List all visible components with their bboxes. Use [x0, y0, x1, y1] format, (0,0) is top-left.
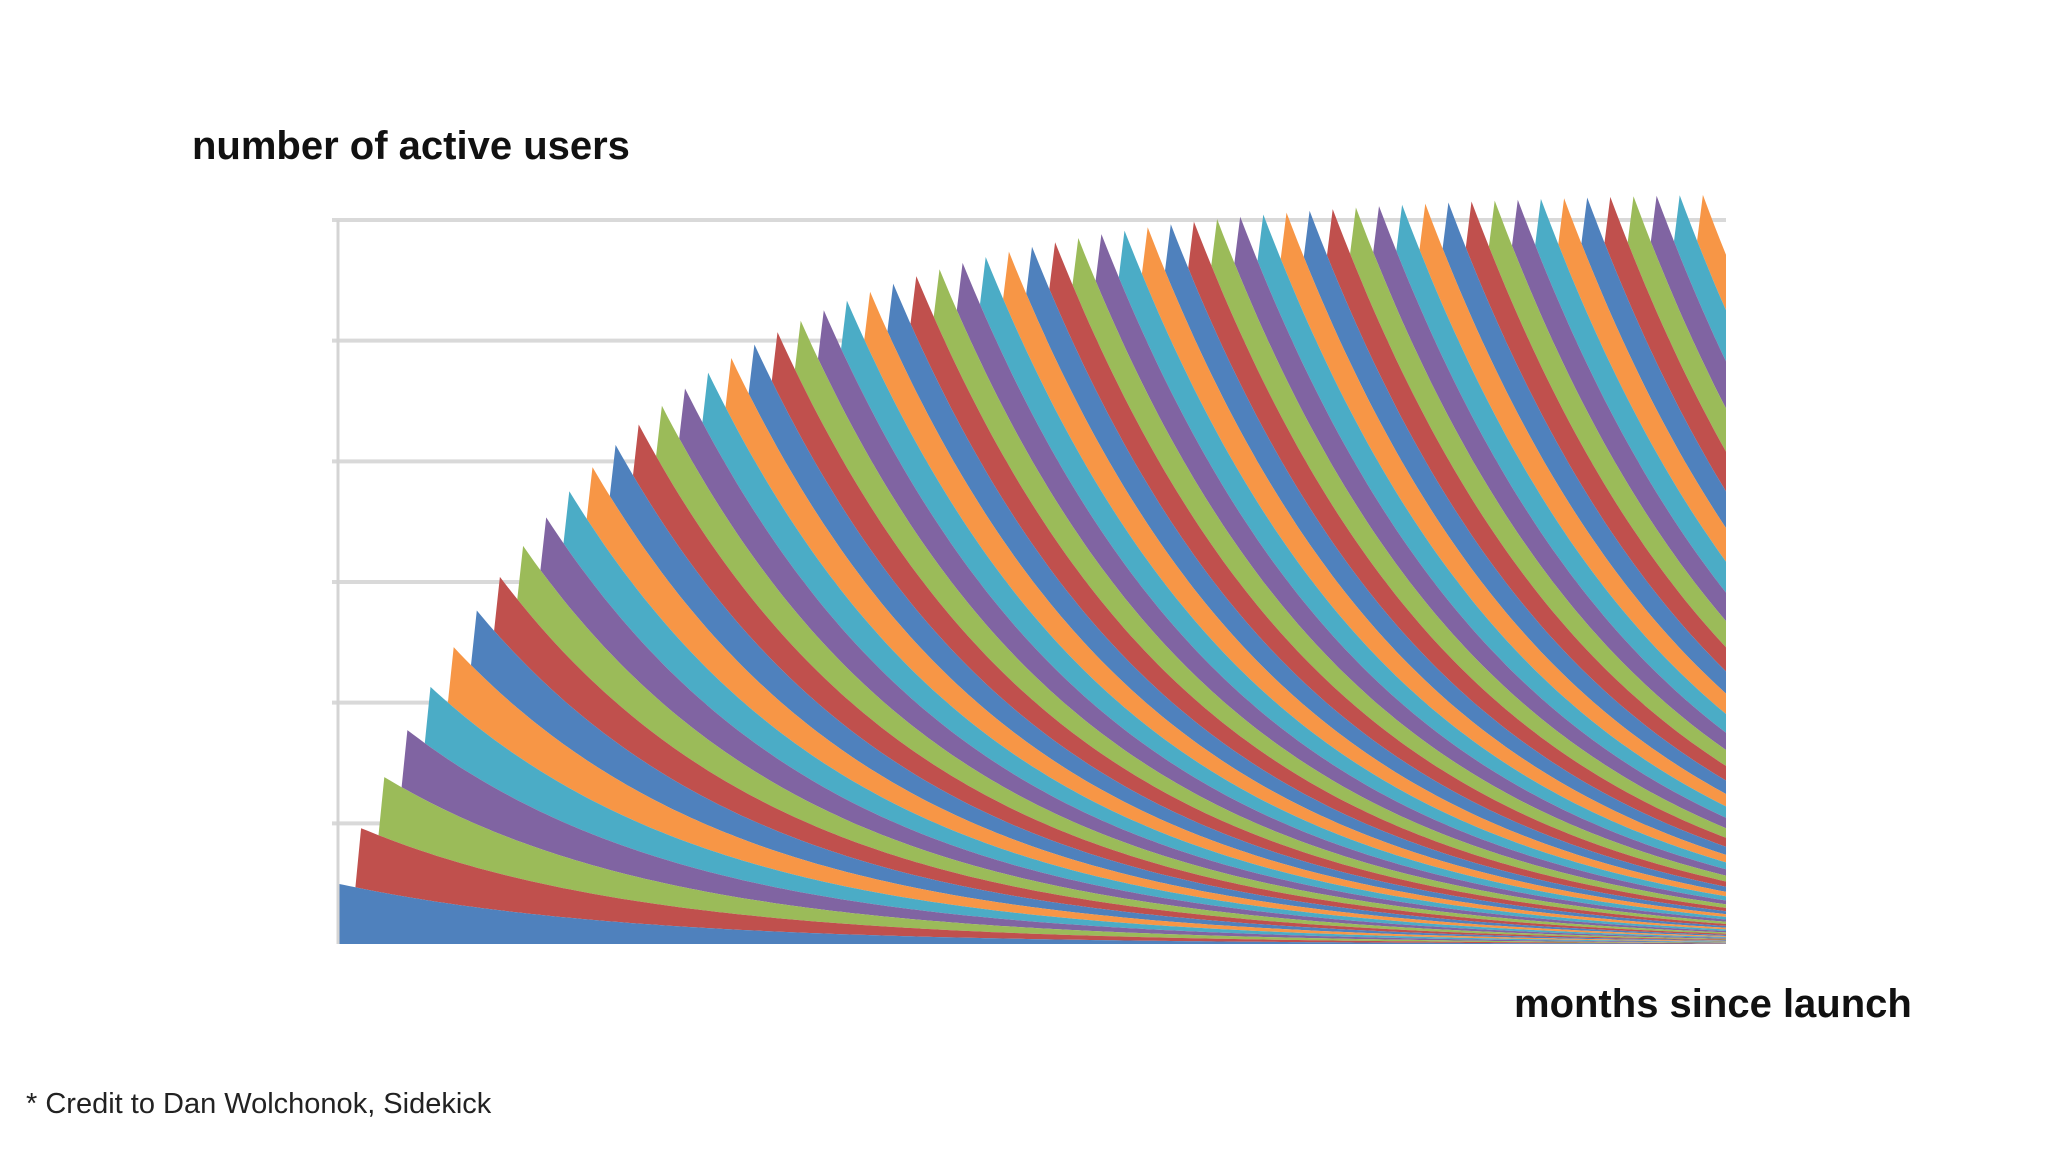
cohort-area-7	[338, 610, 1726, 941]
cohort-area-42	[338, 212, 1726, 888]
cohort-area-1	[338, 883, 1726, 944]
cohort-area-43	[338, 210, 1726, 888]
cohort-area-34	[338, 234, 1726, 888]
cohort-areas	[338, 194, 1726, 944]
cohort-area-33	[338, 238, 1726, 888]
x-axis-label: months since launch	[1514, 982, 1912, 1026]
cohort-area-54	[338, 198, 1726, 888]
cohort-area-3	[338, 777, 1726, 944]
cohort-area-2	[338, 828, 1726, 944]
cohort-area-29	[338, 257, 1726, 901]
credit-footnote: * Credit to Dan Wolchonok, Sidekick	[26, 1088, 492, 1120]
cohort-area-14	[338, 424, 1726, 935]
y-axis-label: number of active users	[192, 124, 630, 168]
cohort-area-6	[338, 647, 1726, 942]
cohort-area-13	[338, 444, 1726, 936]
cohort-area-32	[338, 242, 1726, 888]
cohort-area-5	[338, 686, 1726, 943]
cohort-area-24	[338, 291, 1726, 917]
